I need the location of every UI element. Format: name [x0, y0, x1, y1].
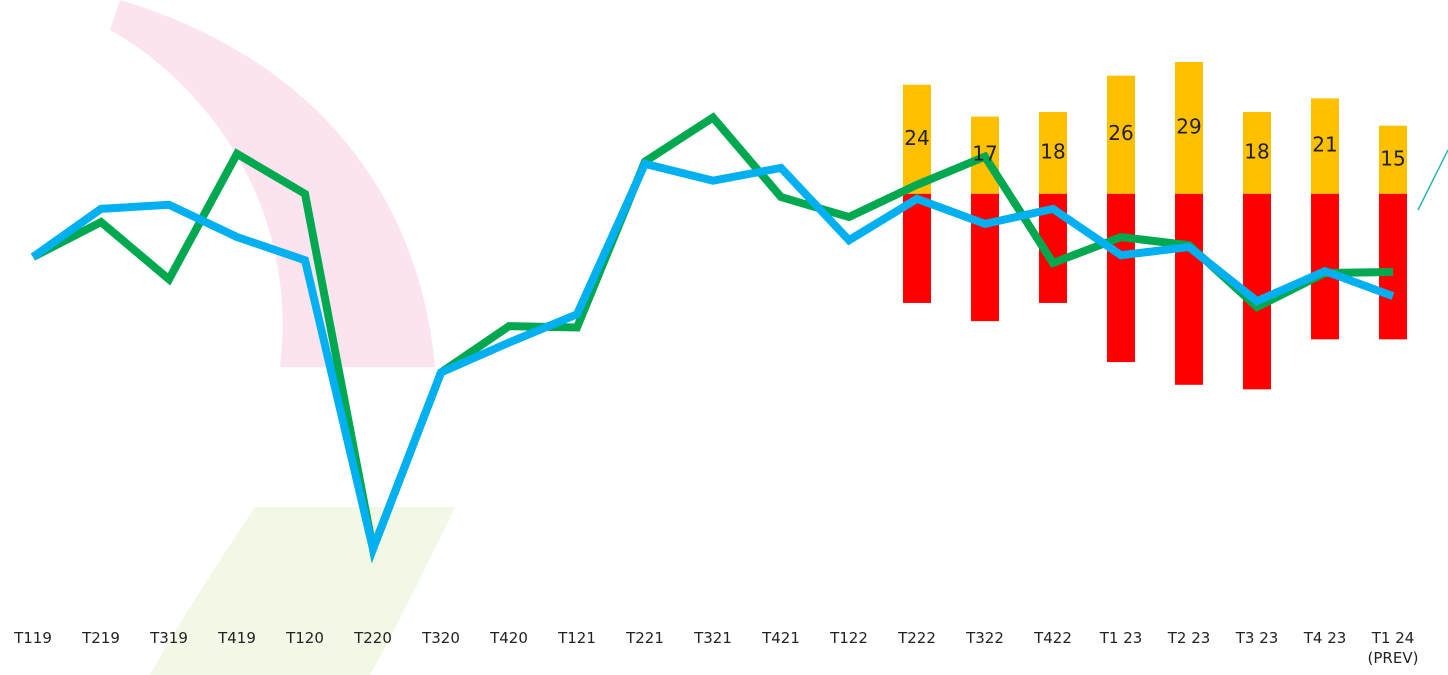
data-label: 21	[1312, 133, 1337, 157]
x-tick-label: T220	[354, 629, 392, 647]
data-label: 26	[1108, 121, 1133, 145]
bar	[1311, 98, 1339, 194]
data-label: 18	[1244, 139, 1269, 163]
x-tick-label: T322	[966, 629, 1004, 647]
data-label: 15	[1380, 146, 1405, 170]
x-tick-label: T320	[422, 629, 460, 647]
line-series	[30, 159, 1395, 563]
data-label: 18	[1040, 139, 1065, 163]
data-label: 29	[1176, 114, 1201, 138]
line-series	[31, 112, 1394, 564]
x-tick-label: T421	[762, 629, 800, 647]
x-tick-label: T3 23	[1235, 629, 1279, 647]
data-label: 24	[904, 126, 929, 150]
x-tick-label: T2 23	[1167, 629, 1211, 647]
x-tick-label: T221	[626, 629, 664, 647]
x-tick-label: T122	[830, 629, 868, 647]
bar	[1107, 193, 1135, 363]
decor-band	[150, 507, 455, 675]
bar	[1039, 112, 1067, 194]
x-tick-label: T420	[490, 629, 528, 647]
x-tick-label: T222	[898, 629, 936, 647]
x-tick-label: T119	[14, 629, 52, 647]
bar	[1107, 75, 1135, 194]
x-tick-label: T422	[1034, 629, 1072, 647]
x-tick-label: T219	[82, 629, 120, 647]
x-tick-label: T319	[150, 629, 188, 647]
decor-band	[110, 0, 435, 367]
x-tick-label: T1 23	[1099, 629, 1143, 647]
x-tick-label: T4 23	[1303, 629, 1347, 647]
bar	[903, 84, 931, 194]
bar	[903, 193, 931, 303]
bar	[1243, 112, 1271, 194]
x-tick-label: T1 24 (PREV)	[1367, 629, 1419, 667]
x-tick-label: T419	[218, 629, 256, 647]
bar	[1175, 62, 1203, 194]
bar	[1175, 193, 1203, 385]
x-tick-label: T120	[286, 629, 324, 647]
x-tick-label: T321	[694, 629, 732, 647]
x-tick-label: T121	[558, 629, 596, 647]
decor-arrow	[1417, 149, 1448, 211]
data-label: 17	[972, 142, 997, 166]
bar	[1311, 193, 1339, 340]
bar	[971, 193, 999, 322]
bar	[1379, 125, 1407, 194]
bar	[1379, 193, 1407, 340]
